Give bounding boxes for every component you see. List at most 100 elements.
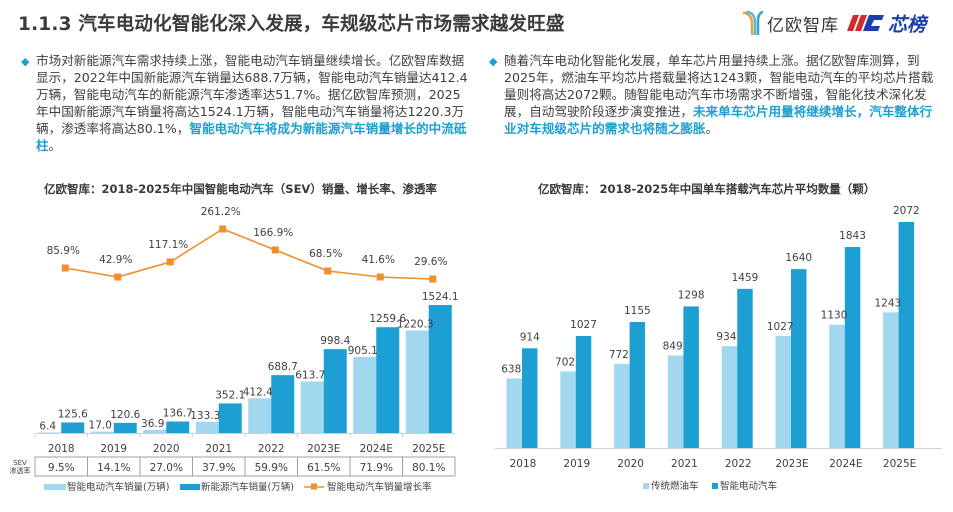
legend-swatch-ice	[643, 483, 649, 489]
bar-label-sev: 6.4	[39, 420, 56, 432]
table-cell: 27.0%	[150, 462, 183, 474]
bar-label-sev: 1220.3	[397, 319, 434, 331]
growth-rate-marker	[429, 275, 437, 283]
bar-ice-car	[560, 371, 576, 448]
bar-sev-sales	[38, 432, 62, 433]
x-tick-label: 2021	[205, 443, 232, 455]
bar-sev-car	[522, 348, 538, 448]
bar-nev-sales	[376, 327, 400, 433]
legend-swatch-growth-marker	[311, 483, 317, 490]
bar-label-nev: 688.7	[268, 361, 298, 373]
bar-nev-sales	[428, 305, 452, 433]
bar-ice-car	[506, 378, 522, 448]
growth-rate-marker	[376, 273, 384, 281]
bar-label-sev: 2072	[893, 205, 920, 217]
bar-label-sev: 1155	[624, 305, 651, 317]
table-cell: 80.1%	[412, 462, 445, 474]
growth-rate-label: 42.9%	[99, 254, 132, 266]
xinbang-logo-text: 芯榜	[888, 13, 927, 36]
bar-nev-sales	[271, 375, 295, 433]
bar-label-nev: 1524.1	[422, 291, 459, 303]
legend-swatch-nev	[180, 484, 200, 490]
table-row-label: SEV	[13, 459, 27, 467]
bar-label-sev: 905.1	[348, 345, 378, 357]
bar-label-ice: 1130	[821, 310, 848, 322]
bar-nev-sales	[166, 421, 190, 433]
growth-rate-marker	[324, 267, 332, 275]
bar-nev-sales	[61, 422, 85, 433]
growth-rate-marker	[166, 258, 174, 266]
bar-label-sev: 17.0	[89, 420, 112, 432]
growth-rate-label: 41.6%	[362, 254, 395, 266]
bar-sev-car	[629, 322, 646, 448]
table-cell: 9.5%	[48, 462, 75, 474]
bar-label-sev: 1843	[839, 230, 866, 242]
x-tick-label: 2021	[671, 458, 698, 470]
page-title: 1.1.3 汽车电动化智能化深入发展，车规级芯片市场需求越发旺盛	[18, 14, 565, 35]
table-cell: 37.9%	[202, 462, 235, 474]
bar-label-nev: 352.1	[215, 389, 245, 401]
bar-label-nev: 120.6	[110, 409, 140, 421]
x-tick-label: 2018	[510, 458, 537, 470]
bar-sev-car	[575, 335, 592, 448]
bar-label-nev: 998.4	[320, 335, 350, 347]
growth-rate-marker	[219, 225, 227, 233]
growth-rate-label: 261.2%	[201, 206, 241, 218]
paragraph-chip-usage: ◆ 随着汽车电动化智能化发展，单车芯片用量持续上涨。据亿欧智库测算，到2025年…	[489, 52, 944, 137]
growth-rate-label: 68.5%	[309, 248, 342, 260]
bar-ice-car	[721, 346, 738, 448]
yiou-logo-text: 亿欧智库	[767, 15, 839, 36]
bar-label-ice: 934	[716, 331, 736, 343]
legend-label: 传统燃油车	[651, 480, 699, 492]
x-tick-label: 2020	[617, 458, 644, 470]
x-tick-label: 2018	[48, 443, 75, 455]
growth-rate-marker	[114, 273, 122, 281]
paragraph-sev-sales: ◆ 市场对新能源汽车需求持续上涨，智能电动汽车销量继续增长。亿欧智库数据显示，2…	[21, 52, 468, 154]
bar-label-ice: 1027	[767, 321, 794, 333]
x-tick-label: 2025E	[883, 458, 916, 470]
x-tick-label: 2022	[258, 443, 285, 455]
x-tick-label: 2020	[153, 443, 180, 455]
paragraph-highlight: 智能电动汽车将成为新能源汽车销量增长的中流砥柱	[36, 121, 467, 153]
bar-sev-car	[737, 288, 753, 448]
bar-sev-car	[683, 306, 699, 448]
paragraph-highlight: 未来单车芯片用量将继续增长，汽车整体行业对车规级芯片的需求也将随之膨胀	[504, 104, 933, 136]
x-tick-label: 2023E	[307, 443, 340, 455]
bar-sev-sales	[405, 330, 429, 433]
legend-label: 智能电动汽车销量增长率	[327, 481, 432, 493]
bar-label-sev: 1298	[678, 289, 705, 301]
bar-label-sev: 133.3	[190, 410, 220, 422]
bar-nev-sales	[113, 422, 137, 433]
bar-label-nev: 125.6	[58, 408, 88, 420]
x-tick-label: 2019	[100, 443, 127, 455]
bar-ice-car	[614, 363, 630, 448]
x-tick-label: 2022	[725, 458, 752, 470]
bar-sev-sales	[195, 421, 219, 433]
x-tick-label: 2025E	[412, 443, 445, 455]
bar-sev-car	[844, 246, 861, 448]
bar-sev-sales	[143, 429, 167, 433]
bar-label-ice: 702	[555, 356, 575, 368]
chip-count-chart: 638 914 2018 702 1027 2019 772 1155 2020 849 1298 2…	[495, 205, 942, 492]
growth-rate-label: 166.9%	[253, 227, 293, 239]
legend-swatch-sev	[712, 483, 718, 489]
bar-label-nev: 136.7	[163, 408, 193, 420]
bar-sev-sales	[248, 398, 272, 433]
bar-label-ice: 1243	[874, 297, 901, 309]
bar-label-nev: 1259.6	[369, 313, 406, 325]
chart1-title: 亿欧智库：2018-2025年中国智能电动汽车（SEV）销量、增长率、渗透率	[44, 182, 437, 196]
bar-sev-sales	[353, 356, 377, 433]
paragraph-end: 。	[48, 138, 62, 153]
bar-ice-car	[775, 335, 791, 448]
bar-ice-car	[883, 312, 899, 448]
x-tick-label: 2019	[563, 458, 590, 470]
table-row-label: 渗透率	[10, 466, 31, 475]
legend-swatch-sev	[44, 484, 66, 490]
table-cell: 71.9%	[360, 462, 393, 474]
growth-rate-marker	[271, 246, 279, 254]
bar-label-ice: 638	[501, 363, 521, 375]
bar-sev-sales	[90, 431, 114, 433]
bar-label-sev: 412.4	[243, 386, 273, 398]
diamond-bullet-icon: ◆	[21, 55, 30, 68]
